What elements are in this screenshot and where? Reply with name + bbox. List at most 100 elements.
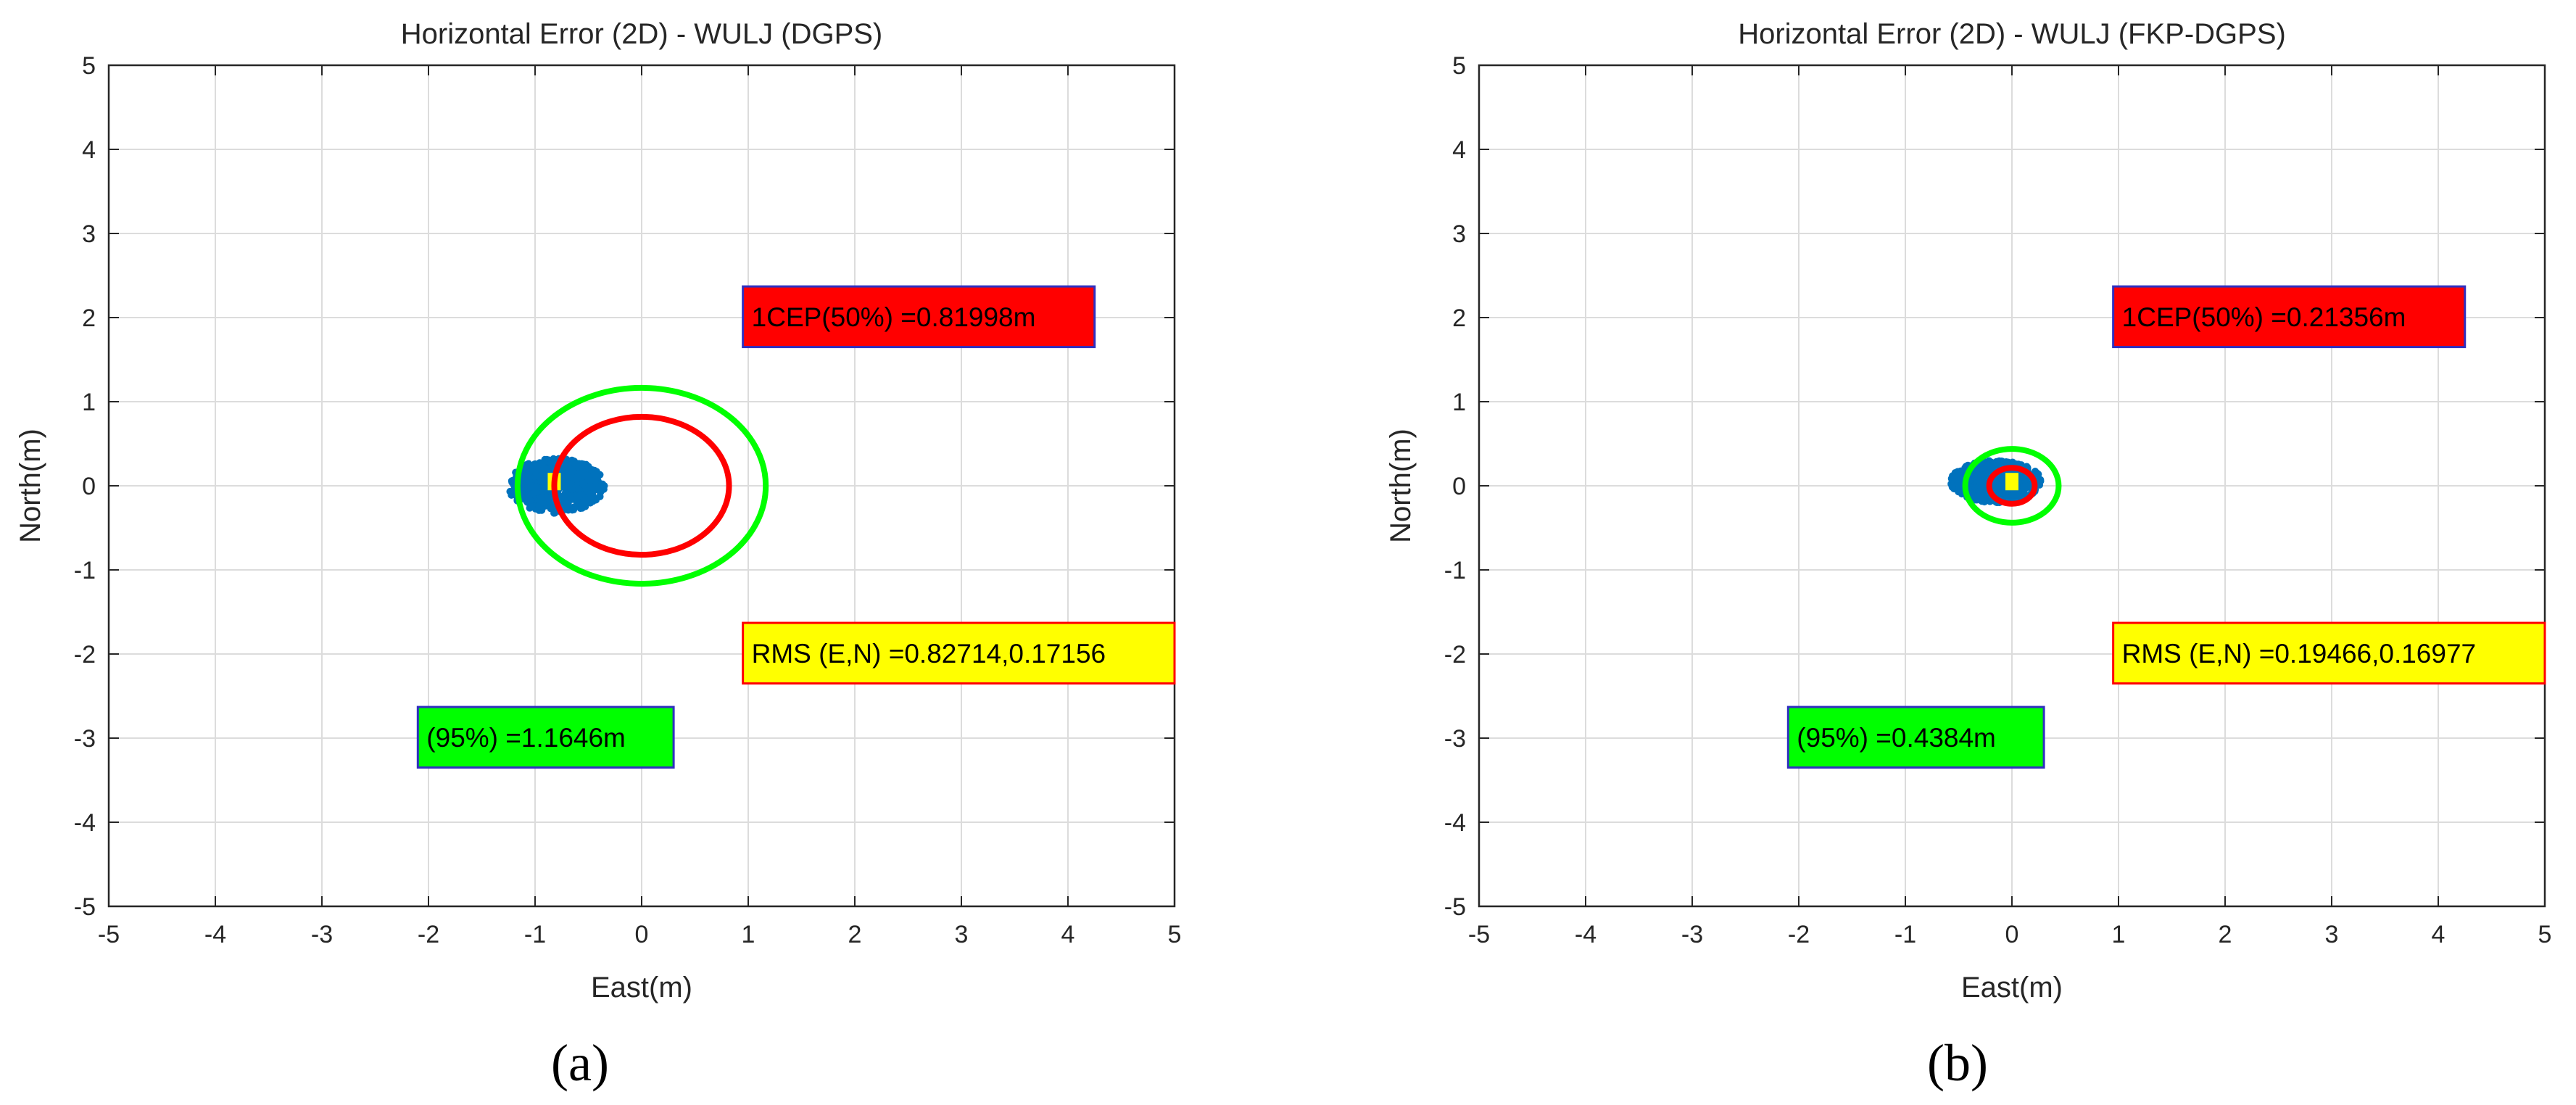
rms-label-box-text: RMS (E,N) =0.19466,0.16977 [2122,639,2476,669]
percent-95-label-box-bg [416,705,675,769]
x-axis-label: East(m) [1961,972,2063,1003]
panel-caption: (b) [1927,1034,1988,1092]
x-tick-label: 2 [2219,921,2232,948]
x-tick-label: -5 [1468,921,1490,948]
x-tick-label: -2 [418,921,439,948]
scatter-point [590,487,598,494]
y-tick-label: 1 [82,389,96,416]
scatter-point [584,476,592,484]
y-tick-label: 0 [1452,473,1466,500]
plot-content [506,384,769,587]
x-tick-label: 2 [848,921,862,948]
scatter-point [568,486,576,494]
y-tick-label: 3 [82,220,96,248]
x-tick-label: -4 [1575,921,1596,948]
scatter-point [2037,477,2045,485]
scatter-point [538,493,546,501]
scatter-point [543,465,551,473]
rms-label-box-bg [2112,621,2546,685]
scatter-point [599,480,607,488]
x-tick-label: -3 [311,921,333,948]
rms-label-box-bg [742,621,1176,685]
y-tick-label: -5 [74,893,96,921]
scatter-point [564,506,572,514]
y-tick-label: -3 [74,725,96,753]
y-tick-label: 5 [1452,52,1466,80]
y-tick-label: -2 [1444,641,1466,669]
percent-95-label-box: (95%) =0.4384m [1786,705,2045,769]
y-tick-label: 1 [1452,389,1466,416]
scatter-point [534,462,542,470]
scatter-point [1976,487,1984,494]
x-tick-label: 3 [2325,921,2339,948]
y-tick-label: -5 [1444,893,1466,921]
x-tick-label: 1 [742,921,755,948]
scatter-point [525,492,533,500]
y-tick-label: 4 [82,136,96,164]
scatter-point [561,491,569,499]
y-tick-label: 3 [1452,220,1466,248]
y-tick-label: -1 [1444,557,1466,584]
circle-cep-50-percent [551,413,732,558]
x-axis-label: East(m) [591,972,692,1003]
y-tick-label: -2 [74,641,96,669]
y-tick-label: -4 [74,809,96,837]
x-tick-label: 5 [1168,921,1182,948]
plot-content [1947,446,2062,526]
chart-title: Horizontal Error (2D) - WULJ (DGPS) [401,18,883,50]
x-tick-label: 5 [2538,921,2552,948]
chart-title: Horizontal Error (2D) - WULJ (FKP-DGPS) [1738,18,2286,50]
scatter-point [1948,483,1956,491]
scatter-point [597,488,605,496]
scatter-point [579,479,587,487]
scatter-point [1955,471,1963,479]
circle-95-percent [1962,446,2062,526]
circle-95-percent [514,384,769,587]
x-tick-label: -3 [1681,921,1703,948]
y-axis-label: North(m) [1385,429,1417,543]
scatter-point [561,485,569,493]
scatter-point [581,497,589,505]
scatter-point [527,483,535,491]
scatter-point [522,474,530,482]
rms-label-box-text: RMS (E,N) =0.82714,0.17156 [752,639,1106,669]
y-tick-label: 5 [82,52,96,80]
y-tick-label: 0 [82,473,96,500]
scatter-point [576,492,584,500]
scatter-point [508,477,515,485]
cep-label-box-bg [742,285,1096,349]
x-tick-label: -5 [98,921,120,948]
circle-cep-50-percent [1986,465,2038,507]
rms-label-box: RMS (E,N) =0.82714,0.17156 [742,621,1176,685]
scatter-point [578,469,586,477]
y-tick-label: -1 [74,557,96,584]
x-tick-label: -1 [1894,921,1916,948]
scatter-point [570,459,578,467]
x-tick-label: 1 [2112,921,2126,948]
x-tick-label: -4 [204,921,226,948]
scatter-point [537,500,544,508]
cep-label-box: 1CEP(50%) =0.81998m [742,285,1096,349]
scatter-point [1976,479,1984,487]
rms-label-box: RMS (E,N) =0.19466,0.16977 [2112,621,2546,685]
scatter-point [536,473,544,481]
x-tick-label: -2 [1788,921,1810,948]
cep-label-box: 1CEP(50%) =0.21356m [2112,285,2467,349]
cep-label-box-text: 1CEP(50%) =0.81998m [752,302,1036,332]
chart-panel-b: -5 -4 -3 -2 -1 0 1 2 3 4 5 5 4 3 2 1 0 -1 -2 -3 -4 -5 1CEP(50%… [1385,18,2551,1092]
x-tick-label: 3 [955,921,969,948]
y-tick-label: 4 [1452,136,1466,164]
scatter-point [2010,491,2018,499]
y-tick-label: -4 [1444,809,1466,837]
scatter-point [550,509,558,517]
scatter-point [1976,494,1984,502]
scatter-point [573,476,581,484]
x-tick-label: 4 [2432,921,2445,948]
scatter-point [528,465,536,473]
scatter-point [1981,474,1989,482]
scatter-point [587,493,595,501]
x-tick-label: 0 [2005,921,2019,948]
y-tick-label: 2 [82,305,96,332]
scatter-point [533,485,541,493]
